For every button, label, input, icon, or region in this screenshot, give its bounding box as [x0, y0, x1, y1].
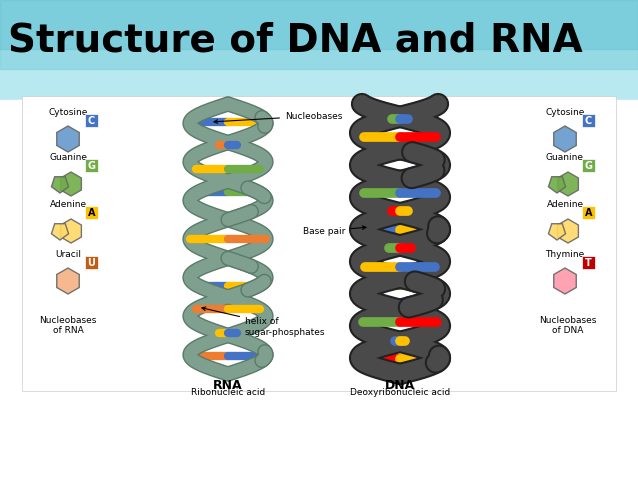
Text: Adenine: Adenine — [49, 200, 87, 209]
Text: A: A — [585, 207, 592, 217]
Text: G: G — [584, 160, 593, 171]
Text: DNA: DNA — [385, 379, 415, 392]
Text: Base pair: Base pair — [303, 226, 366, 236]
Polygon shape — [558, 219, 579, 243]
Text: Nucleobases
of DNA: Nucleobases of DNA — [539, 316, 597, 335]
Text: Uracil: Uracil — [55, 250, 81, 259]
Polygon shape — [57, 126, 79, 152]
FancyBboxPatch shape — [582, 159, 595, 172]
Text: Nucleobases: Nucleobases — [214, 112, 343, 124]
Polygon shape — [52, 224, 68, 240]
Text: C: C — [585, 115, 592, 125]
Text: Cytosine: Cytosine — [545, 108, 584, 117]
Bar — [0, 100, 638, 479]
Text: Ribonucleic acid: Ribonucleic acid — [191, 388, 265, 397]
Polygon shape — [549, 177, 565, 193]
FancyBboxPatch shape — [85, 206, 98, 219]
Polygon shape — [61, 219, 82, 243]
Text: RNA: RNA — [213, 379, 243, 392]
Text: U: U — [87, 258, 96, 267]
Bar — [0, 0, 638, 100]
Text: Structure of DNA and RNA: Structure of DNA and RNA — [8, 21, 582, 59]
FancyBboxPatch shape — [85, 256, 98, 269]
Bar — [0, 0, 638, 69]
FancyBboxPatch shape — [85, 159, 98, 172]
Polygon shape — [57, 268, 79, 294]
Text: Thymine: Thymine — [545, 250, 584, 259]
Text: Guanine: Guanine — [546, 153, 584, 162]
Text: Adenine: Adenine — [546, 200, 584, 209]
Text: Guanine: Guanine — [49, 153, 87, 162]
Text: A: A — [88, 207, 95, 217]
Text: Nucleobases
of RNA: Nucleobases of RNA — [40, 316, 97, 335]
Polygon shape — [549, 224, 565, 240]
Text: Deoxyribonucleic acid: Deoxyribonucleic acid — [350, 388, 450, 397]
Bar — [0, 0, 638, 49]
FancyBboxPatch shape — [85, 114, 98, 127]
FancyBboxPatch shape — [582, 114, 595, 127]
Text: Cytosine: Cytosine — [48, 108, 87, 117]
FancyBboxPatch shape — [582, 206, 595, 219]
Text: G: G — [87, 160, 96, 171]
Polygon shape — [554, 126, 576, 152]
Polygon shape — [554, 268, 576, 294]
FancyBboxPatch shape — [582, 256, 595, 269]
Text: helix of
sugar-phosphates: helix of sugar-phosphates — [202, 307, 325, 337]
Polygon shape — [52, 177, 68, 193]
Text: C: C — [88, 115, 95, 125]
Polygon shape — [558, 172, 579, 196]
Text: T: T — [585, 258, 592, 267]
Polygon shape — [61, 172, 82, 196]
Bar — [22, 96, 616, 391]
